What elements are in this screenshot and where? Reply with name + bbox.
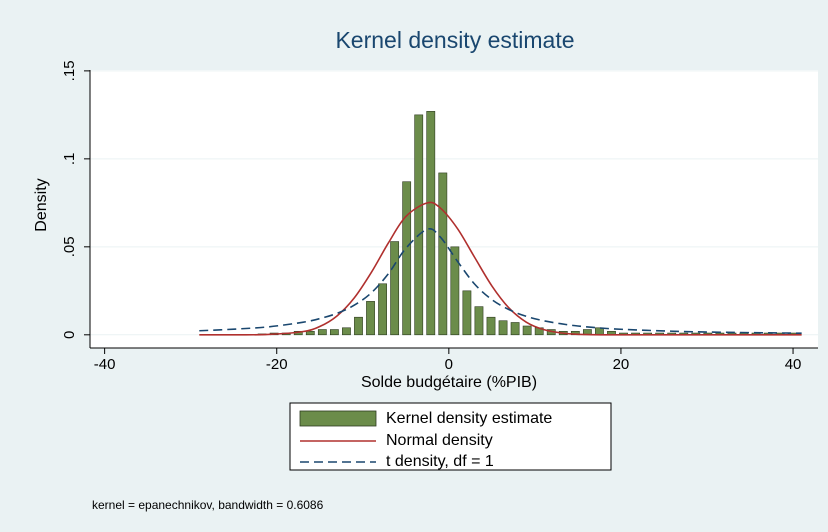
legend-swatch [299,410,377,427]
bar [366,301,375,336]
x-tick-label: 0 [445,356,453,373]
legend-label: t density, df = 1 [386,453,494,470]
bar [522,325,532,336]
note: kernel = epanechnikov, bandwidth = 0.608… [92,498,324,512]
density-line [199,228,802,335]
bar [450,246,460,336]
y-tick-label: .1 [61,153,78,166]
density-line [199,201,802,336]
y-tick-label: .05 [61,236,78,257]
bar [426,111,436,336]
x-tick-label: -20 [266,356,288,373]
bar [498,320,508,336]
bar [438,172,448,336]
bar [317,329,327,336]
bar [329,329,339,336]
y-tick-label: .15 [61,60,78,81]
bar [390,241,400,336]
x-axis-label: Solde budgétaire (%PIB) [361,374,537,391]
y-axis-label: Density [33,178,50,231]
bar [378,283,387,336]
legend-label: Normal density [386,432,493,449]
bar [342,327,351,336]
legend-label: Kernel density estimate [386,410,552,427]
chart-title: Kernel density estimate [335,27,574,53]
bar [474,306,484,336]
x-tick-label: 40 [785,356,802,373]
bar [510,322,520,336]
bar [402,181,412,336]
bar [305,330,315,336]
bar [354,316,363,336]
y-tick-label: 0 [61,331,78,339]
x-tick-label: -40 [94,356,116,373]
x-tick-label: 20 [613,356,630,373]
bar [462,290,472,336]
bar [414,114,424,336]
bar [486,316,496,336]
